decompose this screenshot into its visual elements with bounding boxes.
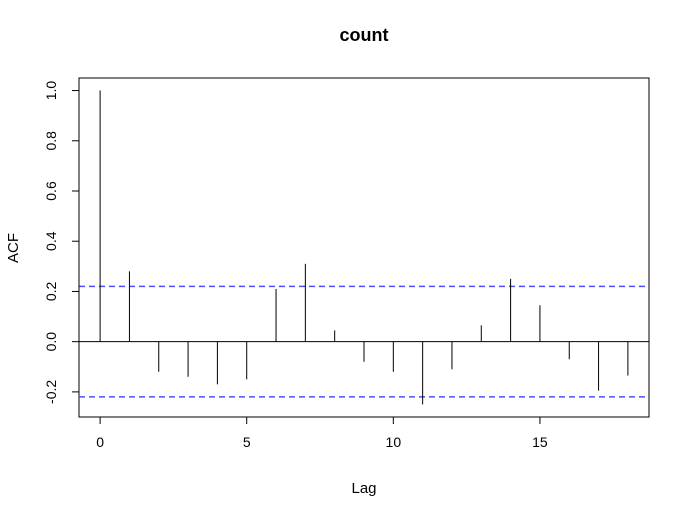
chart-title: count [340,25,389,45]
plot-area [78,77,650,418]
y-tick-label: 0.8 [43,131,59,151]
y-tick-label: 1.0 [43,81,59,101]
y-tick-label: 0.2 [43,282,59,302]
x-tick-label: 15 [532,434,548,450]
x-axis: 0 5 10 15 [96,416,548,450]
x-tick-label: 0 [96,434,104,450]
x-tick-label: 10 [386,434,402,450]
y-tick-label: 0.4 [43,231,59,251]
y-tick-label: 0.0 [43,332,59,352]
x-tick-label: 5 [243,434,251,450]
y-axis-label: ACF [5,233,22,263]
plot-frame [78,77,650,418]
x-axis-label: Lag [351,480,376,497]
y-tick-label: 0.6 [43,181,59,201]
y-tick-label: -0.2 [43,380,59,404]
y-axis: -0.2 0.0 0.2 0.4 0.6 0.8 1.0 [43,81,80,404]
